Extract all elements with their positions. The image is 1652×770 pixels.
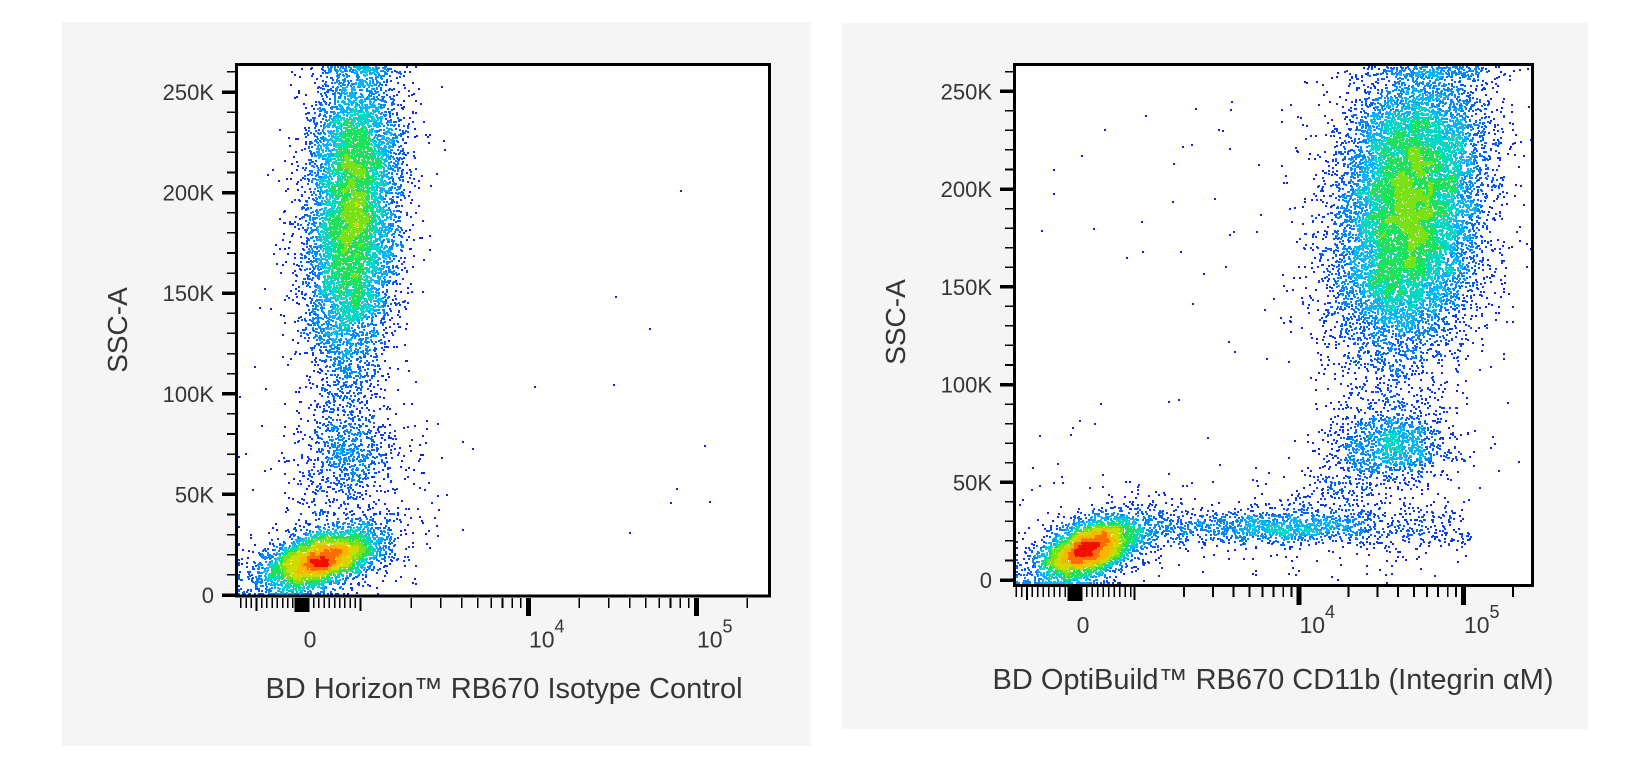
svg-text:0: 0 bbox=[980, 568, 992, 593]
svg-text:250K: 250K bbox=[163, 80, 215, 105]
svg-text:BD Horizon™ RB670 Isotype Cont: BD Horizon™ RB670 Isotype Control bbox=[265, 673, 742, 705]
svg-text:100K: 100K bbox=[163, 382, 215, 407]
svg-text:200K: 200K bbox=[941, 177, 993, 202]
svg-text:50K: 50K bbox=[953, 470, 992, 495]
svg-text:5: 5 bbox=[1490, 602, 1500, 622]
svg-text:200K: 200K bbox=[163, 181, 215, 206]
svg-text:10: 10 bbox=[529, 627, 555, 653]
svg-text:0: 0 bbox=[202, 583, 214, 608]
svg-text:4: 4 bbox=[555, 617, 565, 637]
svg-text:150K: 150K bbox=[941, 275, 993, 300]
svg-text:4: 4 bbox=[1325, 602, 1335, 622]
svg-text:10: 10 bbox=[1464, 612, 1490, 638]
svg-text:10: 10 bbox=[1300, 612, 1326, 638]
svg-text:10: 10 bbox=[697, 627, 723, 653]
svg-text:SSC-A: SSC-A bbox=[880, 279, 911, 365]
svg-text:5: 5 bbox=[723, 617, 733, 637]
svg-text:150K: 150K bbox=[163, 281, 215, 306]
svg-text:100K: 100K bbox=[941, 373, 993, 398]
svg-text:0: 0 bbox=[304, 627, 317, 653]
svg-text:50K: 50K bbox=[175, 482, 214, 507]
svg-text:SSC-A: SSC-A bbox=[102, 287, 133, 373]
svg-text:0: 0 bbox=[1077, 612, 1090, 638]
svg-text:BD OptiBuild™ RB670 CD11b (Int: BD OptiBuild™ RB670 CD11b (Integrin αM) bbox=[993, 664, 1554, 696]
svg-text:250K: 250K bbox=[941, 79, 993, 104]
